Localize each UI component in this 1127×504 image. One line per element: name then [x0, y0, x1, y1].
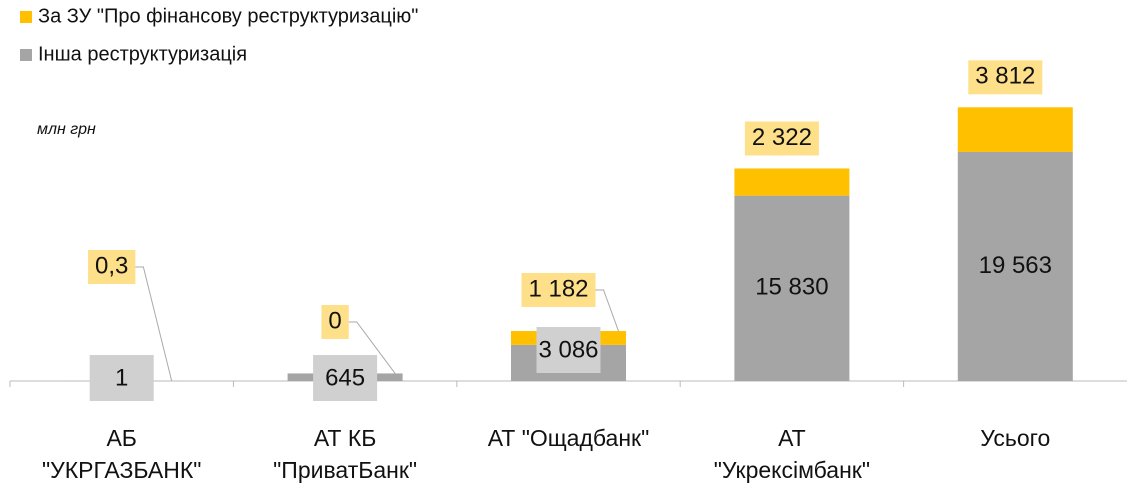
bar-segment [958, 107, 1073, 152]
legend-swatch [20, 49, 32, 61]
unit-label: млн грн [37, 121, 96, 138]
data-label: 1 182 [528, 275, 588, 302]
data-label: 19 563 [979, 252, 1052, 279]
x-tick-label: АТ КБ [314, 425, 376, 451]
data-label: 15 830 [755, 274, 828, 301]
data-label: 3 086 [538, 336, 598, 363]
data-label: 2 322 [752, 124, 812, 151]
x-tick-label: "УКРГАЗБАНК" [42, 457, 202, 483]
x-tick-label: АТ "Ощадбанк" [488, 425, 650, 451]
x-tick-label: "ПриватБанк" [273, 457, 417, 483]
legend-label: За ЗУ "Про фінансову реструктуризацію" [38, 5, 418, 27]
bar-segment [734, 168, 849, 195]
x-tick-label: "Укрексімбанк" [714, 457, 870, 483]
data-label: 3 812 [975, 63, 1035, 90]
data-label: 1 [115, 364, 128, 391]
legend-swatch [20, 11, 32, 23]
leader-line [596, 290, 619, 331]
legend-label: Інша реструктуризація [38, 43, 247, 65]
data-label: 0 [328, 307, 341, 334]
data-label: 0,3 [95, 252, 128, 279]
x-tick-label: АБ [106, 425, 136, 451]
data-label: 645 [325, 364, 365, 391]
x-tick-label: Усього [980, 425, 1050, 451]
x-tick-label: АТ [778, 425, 806, 451]
